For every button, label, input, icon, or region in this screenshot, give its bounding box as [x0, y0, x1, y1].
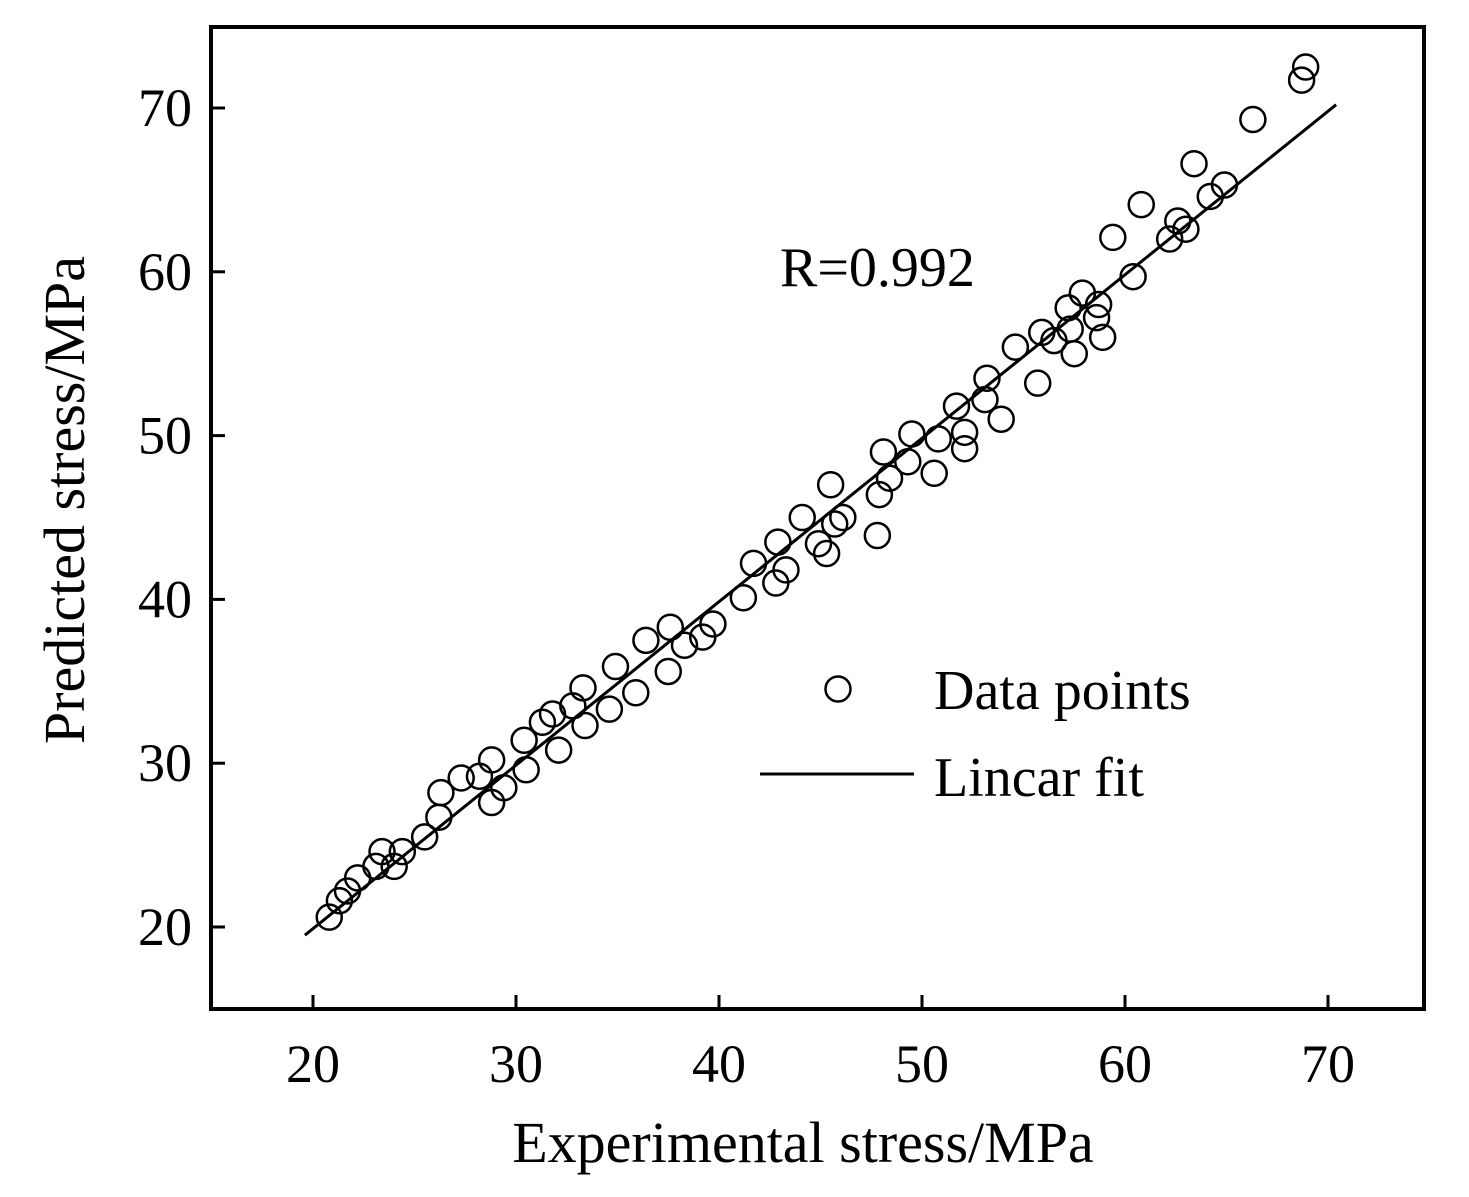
data-point: [816, 470, 845, 499]
y-tick-label: 70: [138, 78, 192, 138]
data-point: [490, 774, 518, 802]
data-point: [380, 852, 408, 881]
data-point: [425, 803, 453, 832]
data-point: [987, 405, 1015, 433]
y-tick-label: 30: [138, 733, 192, 793]
points-layer: [315, 53, 1320, 931]
data-point: [1082, 303, 1111, 332]
legend-label-data-points: Data points: [934, 660, 1191, 722]
data-point: [1001, 333, 1030, 361]
data-point: [739, 549, 768, 578]
data-point: [772, 556, 800, 584]
data-point: [894, 448, 922, 476]
data-point: [1172, 215, 1200, 243]
y-axis-title: Predicted stress/MPa: [32, 256, 97, 744]
data-point: [1054, 294, 1082, 322]
r-value-annotation: R=0.992: [780, 237, 975, 299]
data-point: [971, 385, 999, 414]
data-point: [528, 708, 557, 736]
data-point: [622, 679, 650, 707]
legend-marker-data-points: [824, 675, 852, 703]
data-point: [820, 510, 849, 538]
data-point: [788, 503, 816, 532]
data-point: [656, 613, 685, 641]
data-point: [512, 756, 540, 784]
data-point: [1060, 339, 1088, 368]
legend-label-linear-fit: Lincar fit: [934, 747, 1144, 809]
data-point: [571, 711, 599, 740]
data-point: [601, 652, 630, 681]
x-tick-label: 20: [286, 1034, 340, 1094]
data-point: [1239, 105, 1267, 134]
data-point: [510, 726, 538, 755]
data-point: [869, 438, 898, 466]
data-point: [325, 887, 354, 915]
data-point: [544, 736, 573, 764]
data-point: [863, 521, 892, 550]
data-point: [1287, 66, 1316, 94]
data-point: [569, 674, 597, 702]
data-point: [729, 584, 758, 612]
data-point: [654, 657, 682, 686]
x-axis-title: Experimental stress/MPa: [512, 1110, 1094, 1175]
x-tick-label: 70: [1301, 1034, 1355, 1094]
data-point: [362, 852, 390, 881]
legend: Data points Lincar fit: [760, 660, 1191, 809]
data-point: [632, 626, 660, 655]
data-point: [1127, 190, 1155, 219]
x-tick-label: 40: [692, 1034, 746, 1094]
y-tick-label: 60: [138, 242, 192, 302]
data-point: [1084, 290, 1113, 319]
data-point: [1180, 149, 1208, 178]
data-point: [1099, 223, 1127, 252]
data-point: [595, 695, 624, 723]
data-point: [865, 480, 894, 509]
data-point: [973, 364, 1001, 393]
data-point: [1210, 171, 1239, 199]
y-tick-label: 40: [138, 569, 192, 629]
data-point: [1155, 225, 1184, 253]
data-point: [942, 392, 971, 420]
data-point: [699, 610, 727, 638]
data-point: [1088, 323, 1117, 352]
data-point: [465, 762, 494, 791]
data-point: [950, 434, 979, 463]
plot-frame: [209, 25, 1426, 1011]
data-point: [898, 420, 926, 448]
linear-fit-line: [303, 103, 1338, 937]
data-point: [1291, 53, 1320, 81]
data-point: [1119, 262, 1147, 291]
data-point: [1164, 207, 1192, 235]
y-tick-label: 20: [138, 897, 192, 957]
data-point: [812, 539, 841, 568]
y-tick-label: 50: [138, 406, 192, 466]
data-point: [920, 459, 948, 488]
fit-layer: [303, 103, 1338, 937]
data-point: [1023, 369, 1052, 397]
x-tick-label: 30: [489, 1034, 543, 1094]
data-point: [388, 837, 417, 866]
data-point: [829, 503, 857, 532]
data-point: [924, 425, 952, 453]
x-tick-label: 60: [1098, 1034, 1152, 1094]
data-point: [410, 823, 439, 851]
ticks-layer: 20 30 40 50 60 70 20 30 40 50 60 70: [138, 78, 1355, 1094]
data-point: [315, 903, 343, 931]
data-point: [477, 746, 506, 774]
x-tick-label: 50: [895, 1034, 949, 1094]
data-point: [764, 528, 792, 556]
data-point: [875, 464, 904, 492]
data-point: [950, 418, 979, 447]
data-point: [670, 631, 699, 660]
data-point: [447, 764, 475, 792]
data-point: [804, 529, 833, 558]
